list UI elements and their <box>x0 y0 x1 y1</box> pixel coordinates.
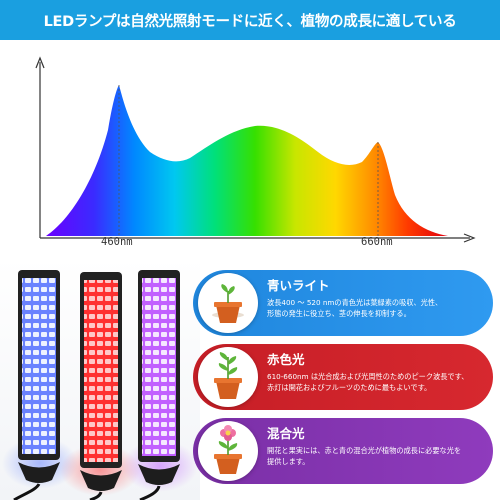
tick-label-460: 460nm <box>101 236 133 248</box>
card-description: 開花と果実には、赤と青の混合光が植物の成長に必要な光を 提供します。 <box>267 446 462 466</box>
card-title: 青いライト <box>267 278 330 293</box>
card-title: 混合光 <box>267 426 305 441</box>
spectrum-graphic: 460nm 660nm <box>0 40 500 255</box>
card-title: 赤色光 <box>267 352 305 367</box>
top-banner: LEDランプは自然光照射モードに近く、植物の成長に適している <box>0 0 500 40</box>
card-blue-light: 青いライト 波長400 ～ 520 nmの青色光は葉緑素の吸収、光性、 形態の発… <box>193 270 493 336</box>
lamps-svg <box>2 270 198 500</box>
card-description: 610-660nm は光合成および光周性のためのピーク波長です、 赤灯は開花およ… <box>267 372 469 392</box>
lamps-illustration <box>0 258 200 500</box>
lamp-blue <box>13 270 60 500</box>
spectrum-svg <box>35 56 476 243</box>
banner-text: LEDランプは自然光照射モードに近く、植物の成長に適している <box>43 13 457 30</box>
right-arrow-icon <box>40 233 476 243</box>
card-mixed-light: 混合光 開花と果実には、赤と青の混合光が植物の成長に必要な光を 提供します。 <box>193 418 493 484</box>
spectrum-curve <box>46 85 448 236</box>
lamp-red <box>80 272 122 500</box>
tick-label-660: 660nm <box>361 236 393 248</box>
up-arrow-icon <box>35 56 45 238</box>
sprout-pot-icon <box>198 347 258 407</box>
lamp-purple <box>138 270 180 500</box>
card-red-light: 赤色光 610-660nm は光合成および光周性のためのピーク波長です、 赤灯は… <box>193 344 493 410</box>
seedling-pot-icon <box>198 273 258 333</box>
card-description: 波長400 ～ 520 nmの青色光は葉緑素の吸収、光性、 形態の発生に役立ち、… <box>267 298 443 318</box>
flower-pot-icon <box>198 421 258 481</box>
